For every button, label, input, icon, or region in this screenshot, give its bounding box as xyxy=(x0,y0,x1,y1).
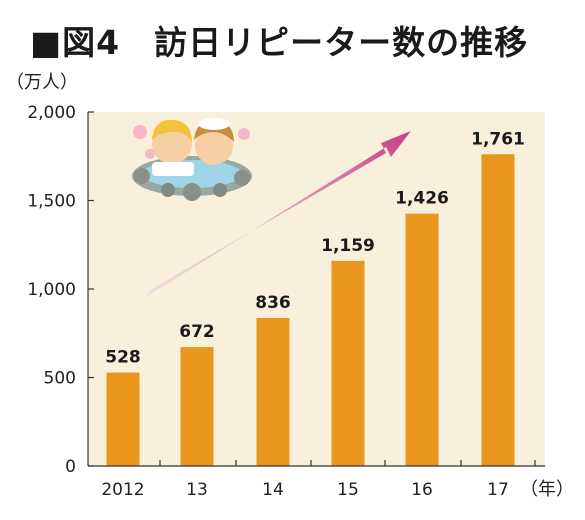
bar-14 xyxy=(256,318,290,466)
x-tick-label-2012: 2012 xyxy=(101,480,144,500)
y-tick-label: 0 xyxy=(65,457,76,477)
x-axis-unit-label: （年） xyxy=(520,479,574,500)
y-tick-label: 500 xyxy=(44,369,76,389)
y-tick-label: 1,000 xyxy=(27,280,76,300)
bar-2012 xyxy=(106,372,140,466)
chart-title: ■図4 訪日リピーター数の推移 xyxy=(30,23,529,62)
value-label-15: 1,159 xyxy=(321,236,375,256)
x-tick-label-13: 13 xyxy=(186,480,208,500)
onsen-illustration xyxy=(132,118,252,201)
x-tick-label-15: 15 xyxy=(337,480,359,500)
value-label-17: 1,761 xyxy=(471,129,525,149)
value-label-14: 836 xyxy=(255,293,291,313)
x-tick-label-14: 14 xyxy=(262,480,284,500)
x-tick-label-17: 17 xyxy=(487,480,509,500)
value-label-2012: 528 xyxy=(105,348,141,368)
bar-13 xyxy=(180,347,214,466)
trend-arrow xyxy=(146,131,411,297)
y-tick-label: 2,000 xyxy=(27,103,76,123)
bar-15 xyxy=(331,260,365,466)
value-label-13: 672 xyxy=(179,322,215,342)
y-tick-label: 1,500 xyxy=(27,192,76,212)
y-axis-unit-label: （万人） xyxy=(6,72,78,93)
value-label-16: 1,426 xyxy=(395,189,449,209)
x-tick-label-16: 16 xyxy=(411,480,433,500)
bar-16 xyxy=(405,213,439,466)
bar-17 xyxy=(481,154,515,467)
